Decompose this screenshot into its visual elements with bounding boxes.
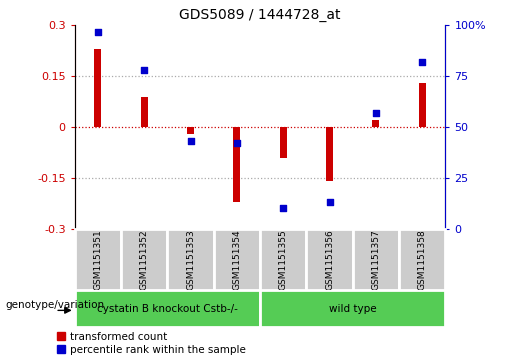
FancyBboxPatch shape — [75, 290, 260, 327]
Point — [233, 140, 241, 146]
Point — [94, 29, 102, 34]
Point — [279, 205, 287, 211]
Text: GSM1151353: GSM1151353 — [186, 229, 195, 290]
FancyBboxPatch shape — [75, 229, 121, 290]
FancyBboxPatch shape — [260, 290, 445, 327]
Text: GSM1151358: GSM1151358 — [418, 229, 427, 290]
FancyBboxPatch shape — [306, 229, 353, 290]
Text: GSM1151357: GSM1151357 — [371, 229, 381, 290]
FancyBboxPatch shape — [353, 229, 399, 290]
Bar — [326, 127, 333, 181]
Text: cystatin B knockout Cstb-/-: cystatin B knockout Cstb-/- — [97, 303, 238, 314]
Bar — [372, 120, 380, 127]
Point — [325, 199, 334, 205]
FancyBboxPatch shape — [399, 229, 445, 290]
Bar — [280, 127, 287, 158]
Text: wild type: wild type — [329, 303, 376, 314]
Bar — [141, 97, 148, 127]
Text: GSM1151351: GSM1151351 — [93, 229, 102, 290]
Text: GSM1151356: GSM1151356 — [325, 229, 334, 290]
Text: GSM1151352: GSM1151352 — [140, 229, 149, 290]
Point — [140, 67, 148, 73]
Bar — [187, 127, 194, 134]
FancyBboxPatch shape — [214, 229, 260, 290]
Text: GSM1151354: GSM1151354 — [232, 229, 242, 290]
Point — [186, 138, 195, 144]
Legend: transformed count, percentile rank within the sample: transformed count, percentile rank withi… — [57, 332, 246, 355]
Bar — [233, 127, 241, 201]
FancyBboxPatch shape — [167, 229, 214, 290]
Bar — [419, 83, 426, 127]
Text: GSM1151355: GSM1151355 — [279, 229, 288, 290]
Point — [418, 59, 426, 65]
Title: GDS5089 / 1444728_at: GDS5089 / 1444728_at — [179, 8, 341, 22]
FancyBboxPatch shape — [121, 229, 167, 290]
FancyBboxPatch shape — [260, 229, 306, 290]
Point — [372, 110, 380, 116]
Bar — [94, 49, 101, 127]
Text: genotype/variation: genotype/variation — [5, 300, 104, 310]
